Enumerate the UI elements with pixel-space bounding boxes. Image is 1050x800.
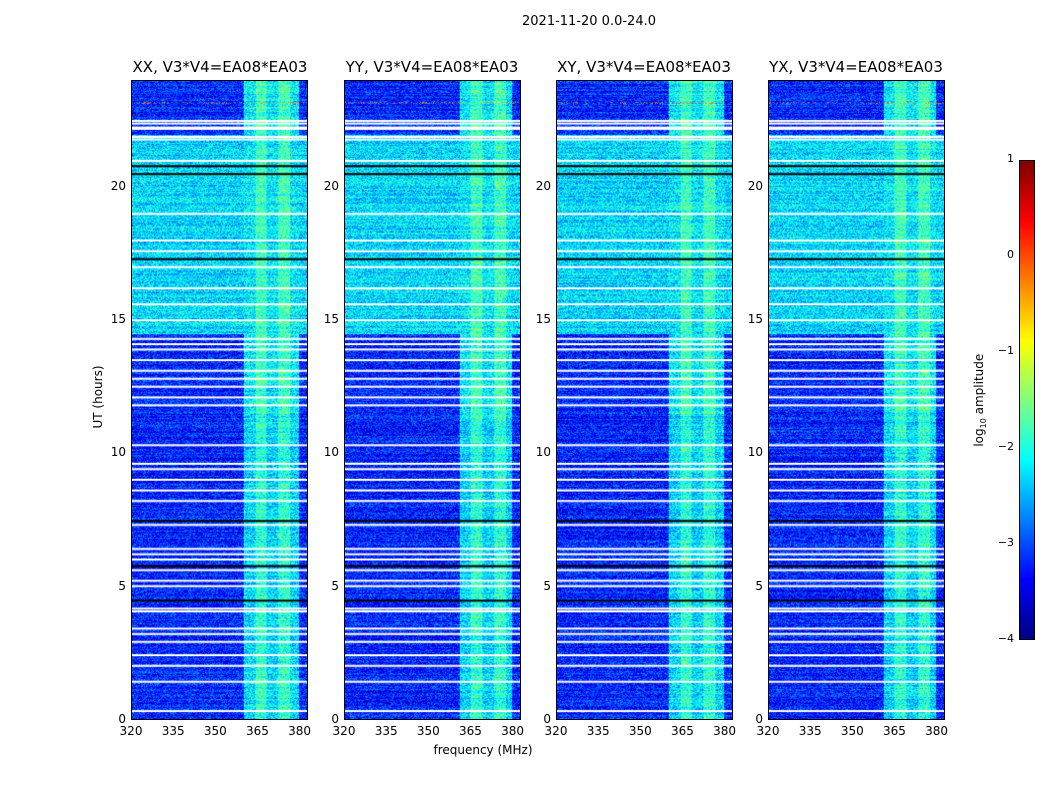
y-tick-label: 20 xyxy=(535,178,551,193)
x-tick-label: 380 xyxy=(288,724,312,738)
y-tick-label: 0 xyxy=(331,712,339,726)
y-tick-label: 5 xyxy=(755,578,763,593)
x-tick-label: 350 xyxy=(840,724,864,738)
y-axis-label: UT (hours) xyxy=(91,365,105,429)
x-tick-label: 320 xyxy=(544,724,568,738)
y-tick-label: 20 xyxy=(323,178,339,193)
heatmap-xy xyxy=(556,80,733,720)
x-tick-label: 320 xyxy=(119,724,143,738)
y-tick-label: 15 xyxy=(110,312,126,326)
colorbar xyxy=(1019,160,1035,640)
colorbar-tick: 1 xyxy=(1007,152,1014,165)
x-axis-label: frequency (MHz) xyxy=(433,743,533,757)
x-tick-label: 350 xyxy=(628,724,652,738)
y-tick-label: 0 xyxy=(543,712,551,726)
colorbar-label: log10 amplitude xyxy=(971,353,989,447)
heatmap-yx xyxy=(768,80,945,720)
x-tick-label: 335 xyxy=(586,724,610,738)
y-tick-label: 10 xyxy=(535,445,551,460)
figure-title: 2021-11-20 0.0-24.0 xyxy=(522,14,656,29)
y-tick-label: 0 xyxy=(118,712,126,726)
x-tick-label: 380 xyxy=(501,724,525,738)
x-tick-label: 320 xyxy=(756,724,780,738)
y-tick-label: 20 xyxy=(110,178,126,193)
colorbar-tick: 0 xyxy=(1007,248,1014,261)
y-tick-label: 10 xyxy=(323,445,339,460)
x-tick-label: 365 xyxy=(458,724,482,738)
panel-title-yx: YX, V3*V4=EA08*EA03 xyxy=(769,58,943,76)
y-tick-label: 20 xyxy=(747,178,763,193)
heatmap-xx xyxy=(131,80,308,720)
x-tick-label: 380 xyxy=(925,724,949,738)
colorbar-tick: −4 xyxy=(997,632,1014,645)
y-tick-label: 10 xyxy=(747,445,763,460)
heatmap-yy xyxy=(344,80,521,720)
colorbar-tick: −1 xyxy=(997,344,1014,357)
colorbar-tick: −2 xyxy=(997,440,1014,453)
x-tick-label: 350 xyxy=(203,724,227,738)
colorbar-tick: −3 xyxy=(997,536,1014,549)
x-tick-label: 335 xyxy=(798,724,822,738)
y-tick-label: 5 xyxy=(331,578,339,593)
x-tick-label: 365 xyxy=(882,724,906,738)
x-tick-label: 365 xyxy=(245,724,269,738)
panel-title-xx: XX, V3*V4=EA08*EA03 xyxy=(132,58,308,76)
y-tick-label: 10 xyxy=(110,445,126,460)
panel-title-yy: YY, V3*V4=EA08*EA03 xyxy=(345,58,519,76)
x-tick-label: 320 xyxy=(332,724,356,738)
x-tick-label: 380 xyxy=(713,724,737,738)
y-tick-label: 15 xyxy=(535,312,551,326)
x-tick-label: 350 xyxy=(416,724,440,738)
y-tick-label: 15 xyxy=(323,312,339,326)
y-tick-label: 5 xyxy=(543,578,551,593)
x-tick-label: 365 xyxy=(670,724,694,738)
panel-title-xy: XY, V3*V4=EA08*EA03 xyxy=(557,58,731,76)
x-tick-label: 335 xyxy=(374,724,398,738)
y-tick-label: 5 xyxy=(118,578,126,593)
x-tick-label: 335 xyxy=(161,724,185,738)
y-tick-label: 15 xyxy=(747,312,763,326)
y-tick-label: 0 xyxy=(755,712,763,726)
